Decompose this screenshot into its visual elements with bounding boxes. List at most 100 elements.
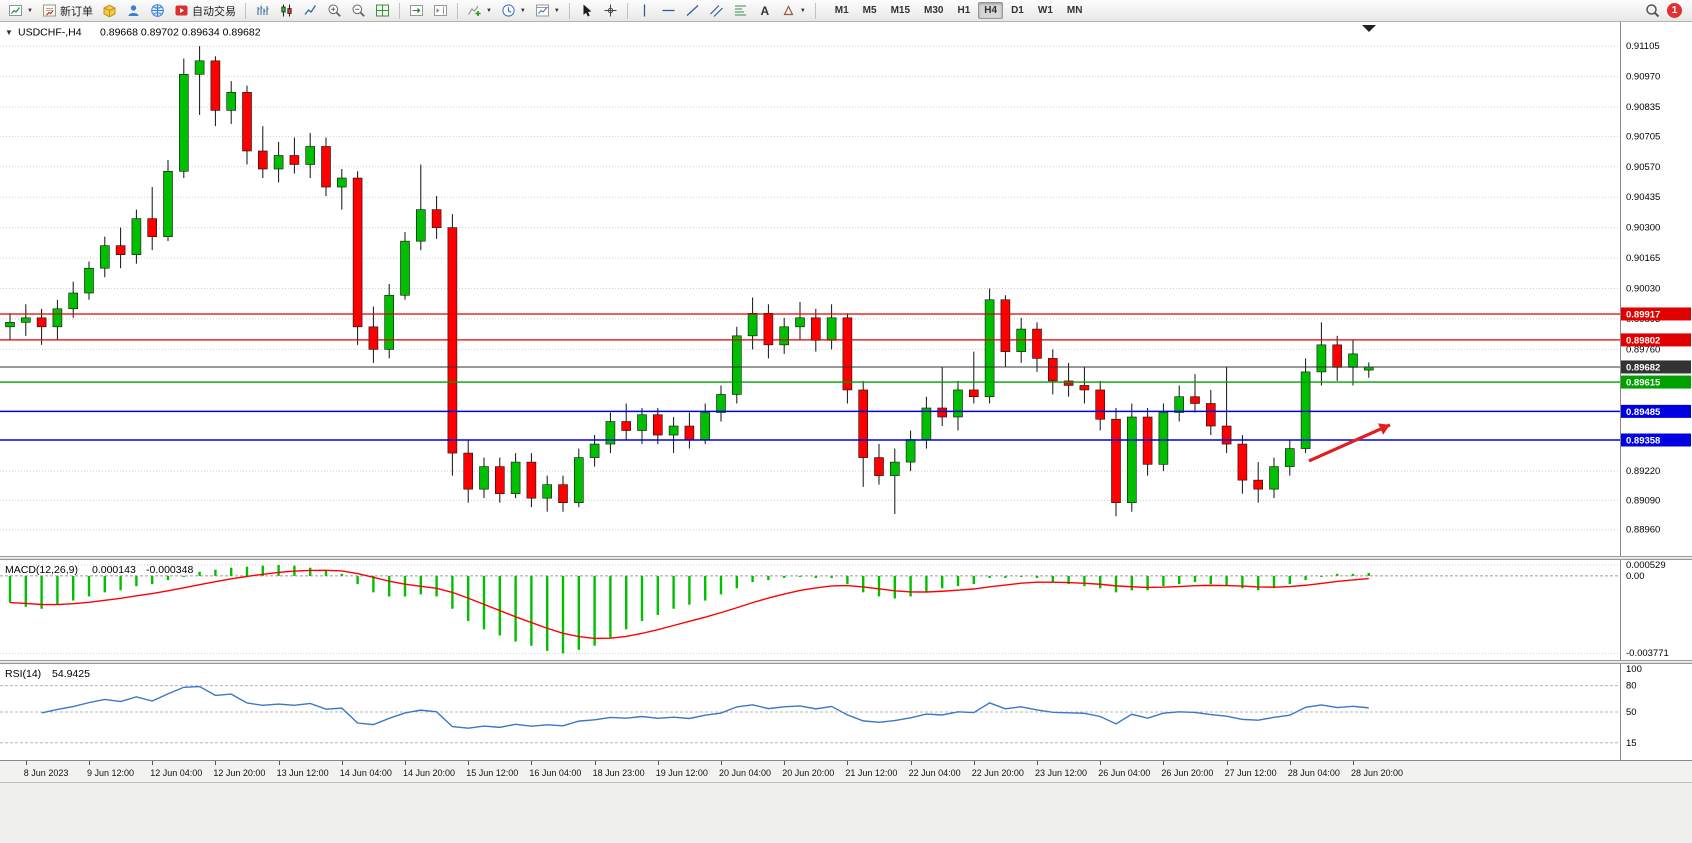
search-icon bbox=[1646, 4, 1660, 18]
trendline-tool-button[interactable] bbox=[681, 1, 704, 21]
time-tick bbox=[25, 761, 27, 765]
periods-button[interactable]: ▼ bbox=[497, 1, 530, 21]
toolbar-separator bbox=[398, 2, 400, 19]
svg-text:50: 50 bbox=[1626, 707, 1637, 718]
time-label: 15 Jun 12:00 bbox=[466, 768, 519, 778]
community-button[interactable] bbox=[146, 1, 169, 21]
bar-chart-icon bbox=[257, 5, 269, 15]
templates-icon bbox=[535, 4, 549, 17]
time-label: 12 Jun 20:00 bbox=[213, 768, 266, 778]
tile-windows-icon bbox=[375, 4, 389, 17]
svg-text:15: 15 bbox=[1626, 738, 1637, 749]
timeframe-m5-button[interactable]: M5 bbox=[857, 2, 883, 19]
time-label: 13 Jun 12:00 bbox=[276, 768, 329, 778]
time-tick bbox=[910, 761, 912, 765]
timeframe-m15-button[interactable]: M15 bbox=[885, 2, 916, 19]
text-tool-icon: A bbox=[760, 4, 769, 18]
rsi-value: 54.9425 bbox=[52, 668, 90, 680]
timeframe-d1-button[interactable]: D1 bbox=[1005, 2, 1030, 19]
vertical-line-tool-button[interactable] bbox=[633, 1, 656, 21]
time-tick bbox=[1100, 761, 1102, 765]
chevron-down-icon: ▼ bbox=[485, 7, 492, 14]
svg-text:0.90030: 0.90030 bbox=[1626, 284, 1660, 295]
status-area bbox=[0, 782, 1692, 843]
timeframe-w1-button[interactable]: W1 bbox=[1032, 2, 1059, 19]
time-label: 14 Jun 20:00 bbox=[403, 768, 456, 778]
crosshair-button[interactable] bbox=[599, 1, 622, 21]
time-tick bbox=[1037, 761, 1038, 765]
rsi-panel[interactable]: 100 80 50 15 RSI(14) 54.9425 bbox=[0, 664, 1692, 760]
time-label: 27 Jun 12:00 bbox=[1224, 768, 1277, 778]
chart-shift-button[interactable] bbox=[429, 1, 452, 21]
svg-text:0.000529: 0.000529 bbox=[1626, 560, 1666, 571]
timeframe-m30-button[interactable]: M30 bbox=[918, 2, 949, 19]
auto-scroll-icon bbox=[409, 5, 423, 16]
timeframe-mn-button[interactable]: MN bbox=[1061, 2, 1089, 19]
time-label: 20 Jun 04:00 bbox=[719, 768, 772, 778]
macd-main-value: 0.000143 bbox=[92, 564, 136, 576]
panel-divider[interactable] bbox=[0, 660, 1692, 664]
timeframe-h1-button[interactable]: H1 bbox=[951, 2, 976, 19]
bar-chart-button[interactable] bbox=[251, 1, 274, 21]
time-label: 26 Jun 20:00 bbox=[1161, 768, 1214, 778]
time-tick bbox=[973, 761, 975, 765]
notification-badge[interactable]: 1 bbox=[1667, 3, 1682, 18]
toolbar-separator bbox=[568, 2, 570, 19]
line-chart-button[interactable] bbox=[299, 1, 322, 21]
new-chart-button[interactable]: ▼ bbox=[4, 1, 37, 21]
autotrading-button[interactable]: 自动交易 bbox=[170, 1, 240, 21]
zoom-in-icon bbox=[328, 4, 341, 17]
panel-divider[interactable] bbox=[0, 556, 1692, 560]
window-menu-icon[interactable]: ▼ bbox=[5, 28, 13, 37]
channel-icon bbox=[709, 5, 723, 17]
svg-text:100: 100 bbox=[1626, 664, 1642, 675]
text-tool-button[interactable]: A bbox=[753, 1, 776, 21]
time-label: 9 Jun 12:00 bbox=[87, 768, 135, 778]
time-tick bbox=[278, 761, 280, 765]
search-button[interactable] bbox=[1641, 1, 1664, 21]
channel-tool-button[interactable] bbox=[705, 1, 728, 21]
time-tick bbox=[1163, 761, 1165, 765]
periods-icon bbox=[502, 4, 515, 17]
fibonacci-tool-button[interactable] bbox=[729, 1, 752, 21]
chart-shift-icon bbox=[433, 5, 447, 16]
svg-text:0.90835: 0.90835 bbox=[1626, 102, 1660, 113]
timeframe-h4-button[interactable]: H4 bbox=[978, 2, 1004, 19]
time-tick bbox=[1289, 761, 1291, 765]
shapes-tool-button[interactable]: ▼ bbox=[777, 1, 810, 21]
time-label: 21 Jun 12:00 bbox=[845, 768, 898, 778]
cursor-button[interactable] bbox=[575, 1, 598, 21]
market-button[interactable] bbox=[98, 1, 121, 21]
zoom-in-button[interactable] bbox=[323, 1, 346, 21]
indicators-button[interactable]: ▼ bbox=[463, 1, 496, 21]
time-label: 12 Jun 04:00 bbox=[150, 768, 203, 778]
svg-text:0.90970: 0.90970 bbox=[1626, 72, 1660, 83]
time-tick bbox=[784, 761, 786, 765]
time-label: 22 Jun 20:00 bbox=[971, 768, 1024, 778]
price-chart-panel[interactable]: 0.91105 0.90970 0.90835 0.90705 0.90570 0.904… bbox=[0, 22, 1692, 556]
time-label: 19 Jun 12:00 bbox=[655, 768, 708, 778]
toolbar-separator bbox=[244, 2, 246, 19]
candlestick-chart-button[interactable] bbox=[275, 1, 298, 21]
timeframe-toolbar: M1 M5 M15 M30 H1 H4 D1 W1 MN bbox=[829, 2, 1089, 19]
new-order-label: 新订单 bbox=[59, 5, 93, 18]
svg-text:-0.003771: -0.003771 bbox=[1626, 648, 1669, 659]
templates-button[interactable]: ▼ bbox=[531, 1, 564, 21]
new-order-button[interactable]: 新订单 bbox=[38, 1, 97, 21]
auto-scroll-button[interactable] bbox=[405, 1, 428, 21]
tile-windows-button[interactable] bbox=[371, 1, 394, 21]
svg-text:0.89615: 0.89615 bbox=[1626, 378, 1661, 389]
trendline-icon bbox=[686, 5, 699, 16]
timeframe-m1-button[interactable]: M1 bbox=[829, 2, 855, 19]
time-label: 16 Jun 04:00 bbox=[529, 768, 582, 778]
autotrading-label: 自动交易 bbox=[191, 5, 236, 18]
time-label: 18 Jun 23:00 bbox=[592, 768, 645, 778]
horizontal-line-tool-button[interactable] bbox=[657, 1, 680, 21]
signals-button[interactable] bbox=[122, 1, 145, 21]
time-axis[interactable]: 8 Jun 2023 9 Jun 12:00 12 Jun 04:00 12 Jun … bbox=[0, 760, 1692, 782]
zoom-out-button[interactable] bbox=[347, 1, 370, 21]
chart-title: USDCHF-,H4 bbox=[18, 27, 82, 39]
chart-shift-marker[interactable] bbox=[1362, 25, 1376, 32]
time-tick bbox=[1226, 761, 1228, 765]
